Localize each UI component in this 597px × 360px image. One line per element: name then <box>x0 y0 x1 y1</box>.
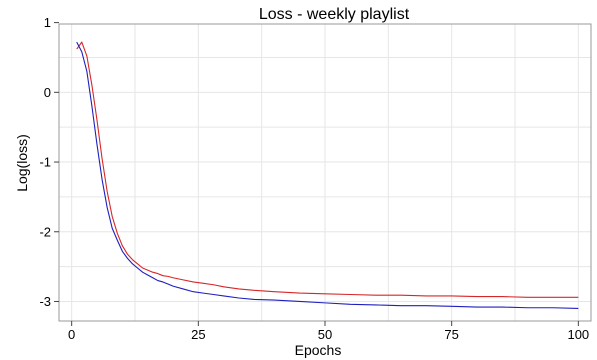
x-tick-label: 0 <box>68 327 75 342</box>
y-tick-label: -1 <box>39 155 51 170</box>
x-tick-label: 100 <box>567 327 589 342</box>
x-axis-label: Epochs <box>295 342 342 358</box>
series-line-1 <box>76 41 579 298</box>
y-tick-label: -3 <box>39 294 51 309</box>
x-tick-label: 75 <box>444 327 458 342</box>
series-line-2 <box>76 41 579 309</box>
x-tick-label: 50 <box>318 327 332 342</box>
x-tick-label: 25 <box>191 327 205 342</box>
series-lines <box>76 41 579 309</box>
y-tick-label: -2 <box>39 224 51 239</box>
grid-lines <box>59 24 591 321</box>
axis-ticks: 0 25 50 75 100 1 0 -1 -2 -3 <box>39 15 589 342</box>
y-axis-label: Log(loss) <box>14 134 30 192</box>
y-tick-label: 1 <box>44 15 51 30</box>
chart-title: Loss - weekly playlist <box>259 6 410 23</box>
y-tick-label: 0 <box>44 85 51 100</box>
